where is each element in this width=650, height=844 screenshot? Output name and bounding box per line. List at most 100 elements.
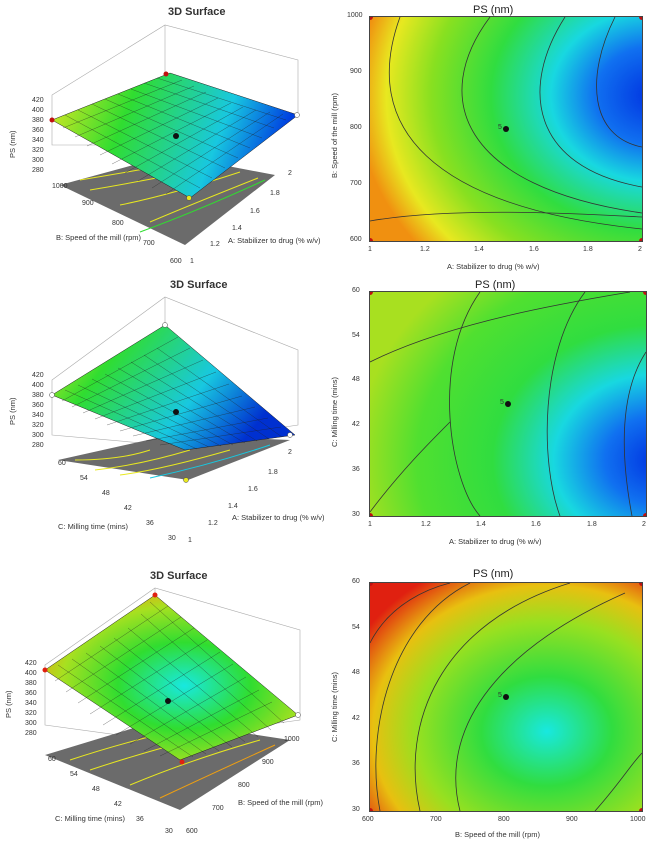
- z-tick: 380: [25, 680, 37, 687]
- y-tick: 36: [146, 520, 154, 527]
- z-tick: 320: [32, 147, 44, 154]
- center-point-label: 5: [500, 399, 504, 406]
- contour-plot-3: PS (nm) 5 60 5: [325, 560, 650, 844]
- y-tick: 48: [352, 376, 360, 383]
- contour-plot-1: PS (nm) 5: [325, 0, 650, 275]
- x-tick: 900: [566, 816, 578, 823]
- y-tick: 60: [352, 578, 360, 585]
- z-tick: 340: [25, 700, 37, 707]
- y-tick: 800: [350, 124, 362, 131]
- x-tick: 800: [498, 816, 510, 823]
- x-axis-label: A: Stabilizer to drug (% w/v): [232, 513, 325, 522]
- chart-title: 3D Surface: [170, 279, 228, 291]
- z-tick: 420: [25, 660, 37, 667]
- y-tick: 42: [114, 801, 122, 808]
- z-axis-label: PS (nm): [4, 690, 13, 718]
- y-axis-label: C: Milling time (mins): [58, 522, 129, 531]
- y-tick: 54: [352, 624, 360, 631]
- y-tick: 48: [102, 490, 110, 497]
- y-axis-label: C: Milling time (mins): [330, 376, 339, 447]
- x-tick: 1: [368, 246, 372, 253]
- center-point-label: 5: [498, 692, 502, 699]
- x-tick: 2: [638, 246, 642, 253]
- x-tick: 1000: [630, 816, 646, 823]
- y-tick: 36: [136, 816, 144, 823]
- x-axis-label: A: Stabilizer to drug (% w/v): [447, 262, 540, 271]
- contour-plot-2: PS (nm) 5 60 5: [325, 275, 650, 560]
- y-tick: 1000: [347, 12, 363, 19]
- y-tick: 600: [170, 258, 182, 265]
- z-tick: 400: [25, 670, 37, 677]
- z-tick: 360: [25, 690, 37, 697]
- x-tick: 800: [238, 782, 250, 789]
- y-tick: 60: [352, 287, 360, 294]
- x-tick: 1.2: [421, 521, 431, 528]
- y-axis-label: B: Speed of the mill (rpm): [56, 233, 142, 242]
- x-tick: 1.6: [250, 208, 260, 215]
- y-tick: 42: [124, 505, 132, 512]
- contour-area: 5: [369, 582, 643, 812]
- z-tick: 400: [32, 382, 44, 389]
- y-axis-label: B: Speed of the mill (rpm): [330, 92, 339, 178]
- z-tick: 300: [32, 432, 44, 439]
- surface-plot-2: 3D Surface 420 400 380 360 340 320 300 2…: [0, 275, 325, 560]
- x-tick: 1.8: [268, 469, 278, 476]
- y-tick: 36: [352, 466, 360, 473]
- y-tick: 36: [352, 760, 360, 767]
- x-axis-label: A: Stabilizer to drug (% w/v): [449, 537, 542, 546]
- x-tick: 1.6: [529, 246, 539, 253]
- contour-area: 5: [369, 291, 647, 517]
- x-tick: 1.4: [228, 503, 238, 510]
- y-tick: 54: [352, 332, 360, 339]
- x-tick: 1.8: [587, 521, 597, 528]
- y-tick: 600: [350, 236, 362, 243]
- x-tick: 1.4: [232, 225, 242, 232]
- x-tick: 600: [186, 828, 198, 835]
- x-axis-label: A: Stabilizer to drug (% w/v): [228, 236, 321, 245]
- chart-title: 3D Surface: [150, 570, 208, 582]
- z-tick: 300: [32, 157, 44, 164]
- surface-svg-1: [49, 24, 300, 245]
- x-tick: 1.6: [531, 521, 541, 528]
- x-tick: 1: [188, 537, 192, 544]
- x-tick: 1.2: [420, 246, 430, 253]
- x-tick: 1000: [284, 736, 300, 743]
- x-tick: 1: [368, 521, 372, 528]
- x-tick: 600: [362, 816, 374, 823]
- chart-title: PS (nm): [475, 279, 516, 291]
- x-tick: 1.8: [583, 246, 593, 253]
- y-tick: 900: [82, 200, 94, 207]
- z-tick: 320: [32, 422, 44, 429]
- z-tick: 280: [25, 730, 37, 737]
- y-axis-label: C: Milling time (mins): [55, 814, 126, 823]
- y-tick: 700: [143, 240, 155, 247]
- chart-title: PS (nm): [473, 4, 514, 16]
- x-tick: 1.8: [270, 190, 280, 197]
- x-tick: 1.2: [210, 241, 220, 248]
- x-tick: 700: [212, 805, 224, 812]
- x-tick: 1.4: [474, 246, 484, 253]
- y-tick: 54: [70, 771, 78, 778]
- y-tick: 1000: [52, 183, 68, 190]
- y-tick: 800: [112, 220, 124, 227]
- z-tick: 280: [32, 167, 44, 174]
- y-tick: 30: [168, 535, 176, 542]
- y-tick: 700: [350, 180, 362, 187]
- x-tick: 900: [262, 759, 274, 766]
- x-tick: 2: [288, 449, 292, 456]
- z-axis-label: PS (nm): [8, 397, 17, 425]
- x-tick: 1.2: [208, 520, 218, 527]
- z-tick: 280: [32, 442, 44, 449]
- y-tick: 42: [352, 421, 360, 428]
- z-tick: 340: [32, 137, 44, 144]
- y-tick: 48: [352, 669, 360, 676]
- surface-svg-2: [49, 296, 299, 483]
- x-axis-label: B: Speed of the mill (rpm): [455, 830, 541, 839]
- surface-plot-3: 3D Surface 420 400 380 360 340 320 300 2…: [0, 560, 325, 844]
- surface-plot-1: 3D Surface 420 400 380 360 340 320 300 2…: [0, 0, 325, 275]
- y-tick: 30: [352, 511, 360, 518]
- chart-title: 3D Surface: [168, 6, 226, 18]
- contour-area: 5: [369, 16, 643, 242]
- center-point-label: 5: [498, 124, 502, 131]
- y-tick: 30: [352, 806, 360, 813]
